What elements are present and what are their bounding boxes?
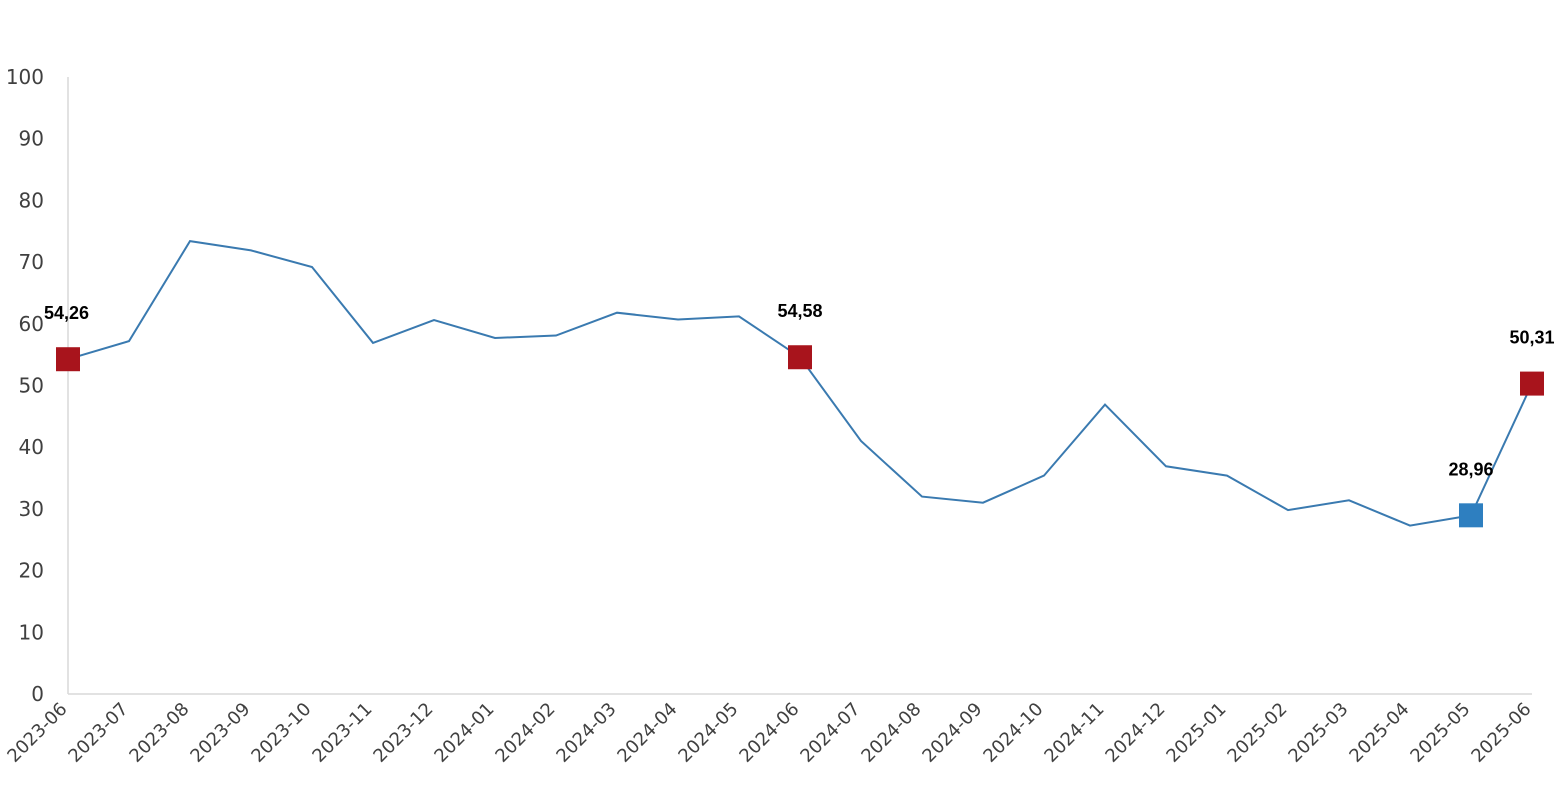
data-label: 50,31 [1509,328,1554,348]
x-tick-label: 2023-06 [3,699,71,767]
y-axis-ticks: 0 10 20 30 40 50 60 70 80 90 100 [6,65,44,706]
x-tick-label: 2024-05 [674,699,742,767]
x-tick-label: 2025-04 [1345,699,1413,767]
y-tick-label: 20 [19,559,44,583]
x-tick-label: 2023-08 [125,699,193,767]
highlight-marker [788,345,812,370]
x-tick-label: 2024-04 [613,699,681,767]
y-tick-label: 70 [19,250,44,274]
y-tick-label: 0 [31,682,44,706]
x-tick-label: 2024-12 [1101,699,1169,767]
x-axis-ticks: 2023-062023-072023-082023-092023-102023-… [3,699,1535,767]
highlight-marker [56,347,80,372]
x-tick-label: 2023-10 [247,699,315,767]
y-tick-label: 60 [19,312,44,336]
x-tick-label: 2024-08 [857,699,925,767]
x-tick-label: 2024-10 [979,699,1047,767]
x-tick-label: 2024-06 [735,699,803,767]
x-tick-label: 2024-11 [1040,699,1108,767]
data-label: 28,96 [1448,459,1493,479]
y-tick-label: 30 [19,497,44,521]
y-tick-label: 90 [19,127,44,151]
data-label: 54,58 [777,301,822,321]
highlight-marker [1459,503,1483,528]
y-tick-label: 40 [19,435,44,459]
y-tick-label: 10 [19,620,44,644]
highlight-markers [56,345,1544,528]
x-tick-label: 2025-05 [1406,699,1474,767]
x-tick-label: 2023-09 [186,699,254,767]
series-line [67,240,1533,527]
x-tick-label: 2023-07 [64,699,132,767]
x-tick-label: 2024-02 [491,699,559,767]
data-label: 54,26 [44,303,89,323]
x-tick-label: 2025-06 [1467,699,1535,767]
data-labels: 54,26 54,58 28,96 50,31 [44,301,1555,479]
x-tick-label: 2024-01 [430,699,498,767]
highlight-marker [1520,371,1544,396]
x-tick-label: 2024-07 [796,699,864,767]
x-tick-label: 2025-02 [1223,699,1291,767]
x-tick-label: 2025-03 [1284,699,1352,767]
x-tick-label: 2023-12 [369,699,437,767]
x-tick-label: 2025-01 [1162,699,1230,767]
y-tick-label: 100 [6,65,44,89]
x-tick-label: 2023-11 [308,699,376,767]
x-tick-label: 2024-03 [552,699,620,767]
y-tick-label: 50 [19,374,44,398]
y-tick-label: 80 [19,188,44,212]
x-tick-label: 2024-09 [918,699,986,767]
series-group [67,240,1533,527]
